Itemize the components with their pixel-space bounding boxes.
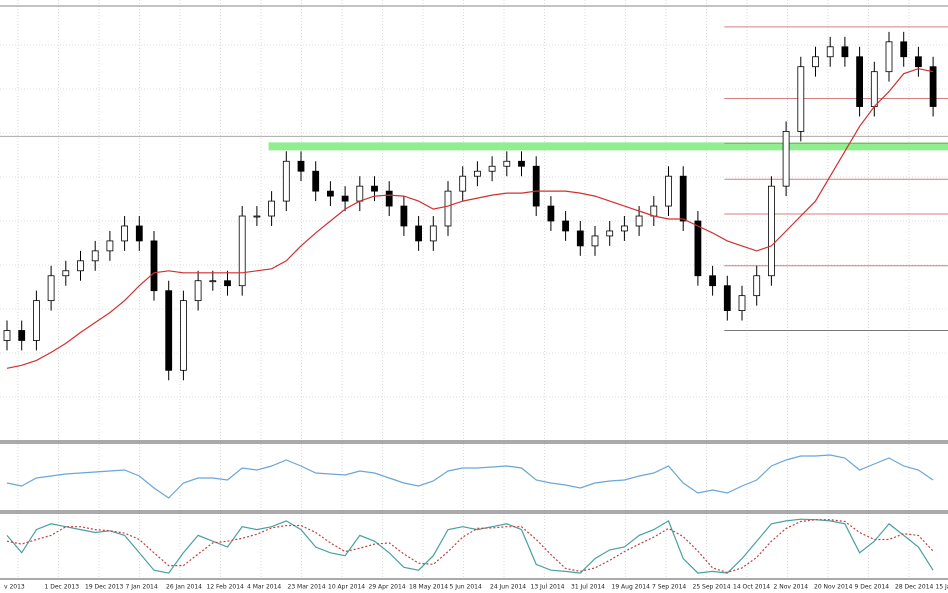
candle-body: [135, 225, 143, 242]
candle-body: [473, 170, 481, 177]
candle-body: [915, 56, 922, 68]
candle-body: [47, 275, 55, 302]
candle-body: [194, 280, 202, 302]
x-tick-label: 2 Nov 2014: [774, 584, 809, 591]
candle-body: [812, 56, 819, 68]
candle-body: [459, 175, 467, 192]
candle-body: [768, 185, 775, 277]
candle-body: [33, 300, 40, 341]
candle-body: [385, 190, 393, 207]
x-tick-label: 7 Sep 2014: [652, 584, 686, 591]
x-tick-label: 31 Jul 2014: [571, 584, 605, 591]
candle-body: [326, 190, 334, 197]
x-tick-label: 5 Jun 2014: [450, 584, 482, 591]
x-tick-label: 4 Mar 2014: [247, 584, 281, 591]
candle-body: [738, 295, 746, 311]
moving-average: [6, 68, 934, 369]
x-tick-label: 7 Jan 2014: [126, 584, 158, 591]
x-tick-label: 26 Jan 2014: [166, 584, 202, 591]
indicator-line: [6, 518, 934, 574]
candle-body: [591, 235, 599, 247]
candle-body: [3, 330, 11, 341]
candle-body: [856, 56, 863, 107]
candle-body: [238, 215, 246, 287]
x-tick-label: 24 Jun 2014: [490, 584, 526, 591]
candle-body: [562, 220, 569, 232]
candle-body: [503, 160, 511, 167]
candle-body: [694, 220, 702, 277]
candle-body: [753, 275, 761, 297]
x-tick-label: v 2013: [4, 584, 25, 591]
candle-body: [870, 71, 878, 107]
x-tick-label: 14 Oct 2014: [733, 584, 770, 591]
candle-body: [282, 160, 290, 202]
candle-body: [444, 190, 452, 227]
candle-body: [371, 185, 378, 192]
candle-body: [356, 185, 364, 202]
candle-body: [826, 46, 834, 58]
candle-body: [841, 46, 849, 58]
candle-body: [576, 230, 584, 247]
candle-body: [312, 170, 320, 192]
candle-body: [621, 225, 628, 232]
candle-body: [518, 160, 525, 167]
candle-body: [62, 270, 70, 277]
candle-body: [253, 215, 261, 218]
x-tick-label: 13 Jul 2014: [531, 584, 565, 591]
candle-body: [121, 225, 128, 242]
candle-body: [885, 41, 893, 73]
x-tick-label: 18 May 2014: [409, 584, 448, 591]
candle-body: [665, 175, 672, 207]
candle-body: [297, 160, 305, 172]
candle-body: [106, 240, 114, 252]
x-tick-label: 9 Dec 2014: [855, 584, 890, 591]
candle-body: [782, 131, 790, 187]
candle-body: [209, 280, 217, 283]
x-tick-label: 20 Nov 2014: [814, 584, 853, 591]
x-tick-label: 1 Dec 2013: [45, 584, 80, 591]
candle-body: [532, 165, 540, 207]
indicator-line: [6, 454, 934, 499]
candle-body: [429, 225, 437, 242]
candle-body: [165, 290, 173, 371]
x-tick-label: 15 Jan: [936, 584, 948, 591]
candle-body: [415, 225, 423, 242]
x-tick-label: 10 Apr 2014: [328, 584, 365, 591]
candle-body: [224, 280, 231, 287]
x-tick-label: 23 Mar 2014: [288, 584, 326, 591]
candle-body: [91, 250, 99, 262]
candle-body: [18, 330, 26, 341]
candle-body: [797, 66, 805, 132]
candle-body: [547, 205, 555, 222]
x-tick-label: 28 Dec 2014: [895, 584, 934, 591]
x-tick-label: 25 Sep 2014: [693, 584, 731, 591]
candle-body: [400, 205, 408, 227]
x-tick-label: 29 Apr 2014: [369, 584, 406, 591]
candle-body: [341, 195, 349, 202]
candle-body: [900, 41, 908, 58]
x-tick-label: 19 Aug 2014: [612, 584, 651, 591]
candle-body: [488, 165, 496, 172]
candle-body: [606, 230, 614, 237]
candle-body: [679, 175, 687, 222]
candle-body: [635, 215, 643, 227]
x-tick-label: 19 Dec 2013: [85, 584, 124, 591]
candle-body: [650, 205, 658, 217]
candle-body: [77, 260, 84, 272]
candle-body: [709, 275, 716, 287]
candle-body: [179, 300, 187, 371]
candle-body: [723, 285, 731, 311]
candle-body: [268, 200, 276, 217]
candle-body: [150, 240, 158, 292]
x-tick-label: 12 Feb 2014: [207, 584, 245, 591]
candle-body: [929, 66, 937, 107]
